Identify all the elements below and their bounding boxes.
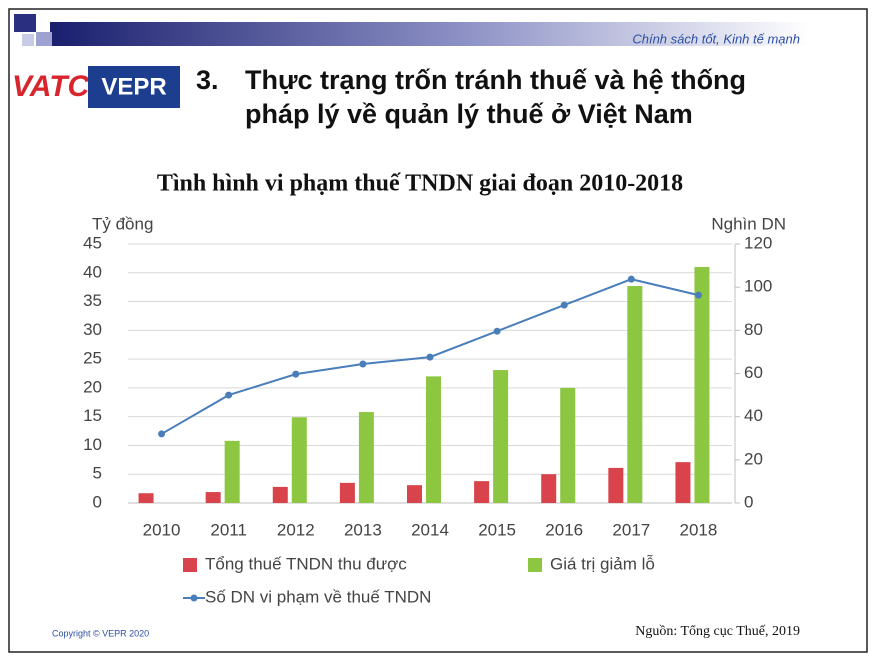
legend-swatch <box>528 558 542 572</box>
x-tick-label: 2015 <box>478 520 516 539</box>
x-tick-label: 2010 <box>143 520 181 539</box>
bar <box>627 286 643 503</box>
logo-box <box>88 66 180 108</box>
header-band <box>50 22 810 46</box>
y-tick-label: 0 <box>93 492 102 511</box>
x-tick-label: 2012 <box>277 520 315 539</box>
bar <box>407 485 422 503</box>
deco-square <box>36 32 52 46</box>
x-tick-label: 2018 <box>680 520 718 539</box>
y-tick-label: 20 <box>83 377 102 396</box>
x-tick-label: 2017 <box>612 520 650 539</box>
y-tick-label: 35 <box>83 291 102 310</box>
y2-tick-label: 120 <box>744 233 772 252</box>
legend-swatch <box>190 594 198 602</box>
legend-swatch <box>183 558 197 572</box>
bar <box>358 412 374 503</box>
line-point <box>359 360 367 368</box>
line-point <box>493 327 501 335</box>
y2-axis-title: Nghìn DN <box>711 214 786 233</box>
bar <box>205 492 221 503</box>
x-tick-label: 2013 <box>344 520 382 539</box>
x-tick-label: 2011 <box>210 520 247 539</box>
logo-left: VATC <box>12 70 91 103</box>
y2-tick-label: 100 <box>744 277 772 296</box>
line-point <box>158 430 166 438</box>
y-tick-label: 45 <box>83 233 102 252</box>
x-tick-label: 2016 <box>545 520 583 539</box>
y2-tick-label: 60 <box>744 363 763 382</box>
y2-tick-label: 40 <box>744 406 763 425</box>
y2-tick-label: 20 <box>744 449 763 468</box>
bar <box>272 486 288 503</box>
line-point <box>560 301 568 309</box>
bar <box>608 467 624 503</box>
legend-label: Giá trị giảm lỗ <box>550 554 655 573</box>
bar <box>224 440 240 503</box>
bar <box>339 482 355 503</box>
deco-square <box>14 14 36 32</box>
x-tick-label: 2014 <box>411 520 449 539</box>
line-point <box>225 391 233 399</box>
slide-title: Thực trạng trốn tránh thuế và hệ thống <box>245 65 746 95</box>
bar <box>560 387 576 503</box>
y-tick-label: 5 <box>93 464 102 483</box>
tagline: Chính sách tốt, Kinh tế mạnh <box>632 31 800 46</box>
bar <box>694 267 710 503</box>
bar <box>493 370 509 503</box>
section-number: 3. <box>196 65 219 95</box>
y-tick-label: 30 <box>83 320 102 339</box>
y-tick-label: 25 <box>83 349 102 368</box>
legend-label: Tổng thuế TNDN thu được <box>205 554 407 573</box>
legend-label: Số DN vi phạm về thuế TNDN <box>205 587 431 606</box>
slide-title: pháp lý về quản lý thuế ở Việt Nam <box>245 99 693 129</box>
line-point <box>694 291 702 299</box>
y2-tick-label: 80 <box>744 320 763 339</box>
y-tick-label: 10 <box>83 435 102 454</box>
bar <box>291 417 307 503</box>
y2-tick-label: 0 <box>744 492 753 511</box>
bar <box>426 376 441 503</box>
y-tick-label: 15 <box>83 406 102 425</box>
line-point <box>627 275 635 283</box>
y-tick-label: 40 <box>83 262 102 281</box>
source: Nguồn: Tổng cục Thuế, 2019 <box>635 624 800 639</box>
bar <box>474 481 490 503</box>
deco-square <box>22 34 34 46</box>
chart-title: Tình hình vi phạm thuế TNDN giai đoạn 20… <box>157 171 683 197</box>
logo-right: VEPR <box>101 73 166 100</box>
bar <box>675 462 691 503</box>
copyright: Copyright © VEPR 2020 <box>52 628 149 638</box>
bar <box>541 474 557 503</box>
y-axis-title: Tỷ đồng <box>92 214 153 233</box>
line-point <box>292 370 300 378</box>
line-point <box>426 353 434 361</box>
bar <box>138 493 154 503</box>
